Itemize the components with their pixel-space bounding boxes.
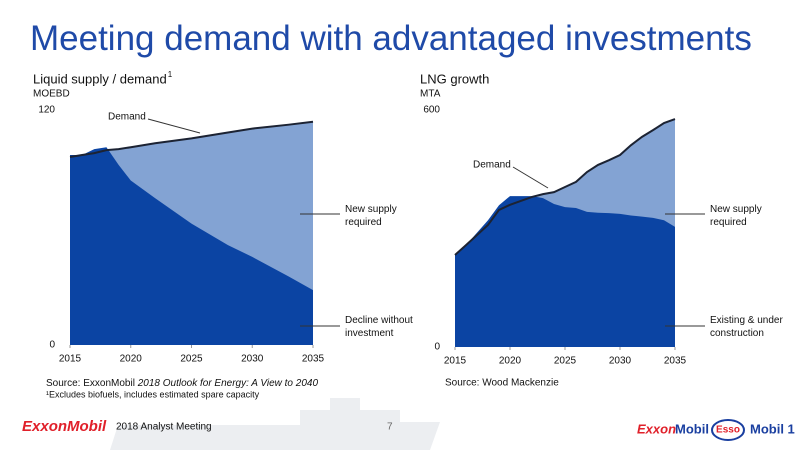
event-name: 2018 Analyst Meeting — [116, 422, 212, 433]
demand-line — [69, 120, 314, 158]
x-tick-label: 2030 — [609, 356, 632, 367]
x-tick-label: 2015 — [59, 354, 82, 365]
demand-label: Demand — [108, 112, 146, 123]
footnote: ¹Excludes biofuels, includes estimated s… — [46, 389, 260, 399]
annotation: New supply required — [710, 204, 764, 228]
annotation: New supply required — [345, 204, 399, 228]
supply-area — [455, 196, 675, 347]
source-title: 2018 Outlook for Energy: A View to 2040 — [137, 378, 319, 389]
source-text: Source: ExxonMobil — [46, 378, 138, 389]
unit-label: MTA — [420, 89, 441, 100]
y-tick-label: 600 — [423, 105, 440, 116]
demand-label: Demand — [473, 160, 511, 171]
exxonmobil-logo: ExxonMobil — [22, 418, 107, 435]
leader-line — [147, 118, 201, 134]
source: Source: Wood Mackenzie — [445, 378, 559, 389]
demand-line — [454, 118, 676, 256]
slide-title: Meeting demand with advantaged investmen… — [30, 19, 752, 58]
x-tick-label: 2025 — [554, 356, 577, 367]
area-label: Existing & under construction — [710, 315, 786, 339]
x-tick-label: 2035 — [664, 356, 687, 367]
unit-label: MOEBD — [33, 89, 70, 100]
leader-line — [512, 166, 549, 189]
ship-silhouette — [110, 398, 440, 450]
y-tick-label: 120 — [38, 105, 55, 116]
title-superscript: 1 — [168, 70, 173, 79]
brand-mobil1: Mobil 1 — [750, 421, 795, 436]
x-tick-label: 2015 — [444, 356, 467, 367]
supply-area — [70, 147, 313, 345]
x-tick-label: 2025 — [180, 354, 203, 365]
brand-exxon: Exxon — [637, 421, 676, 436]
chart-title: LNG growth — [420, 71, 489, 86]
area-label: Decline without investment — [345, 315, 416, 339]
page-number: 7 — [387, 422, 393, 433]
y-tick-label: 0 — [49, 340, 55, 351]
y-tick-label: 0 — [434, 342, 440, 353]
chart-title: Liquid supply / demand — [33, 71, 167, 86]
brand-esso: Esso — [716, 425, 740, 436]
brand-mobil: Mobil — [675, 421, 709, 436]
x-tick-label: 2035 — [302, 354, 325, 365]
source: Source: ExxonMobil 2018 Outlook for Ener… — [46, 378, 318, 389]
x-tick-label: 2020 — [120, 354, 143, 365]
x-tick-label: 2020 — [499, 356, 522, 367]
x-tick-label: 2030 — [241, 354, 264, 365]
esso-oval — [711, 419, 745, 441]
